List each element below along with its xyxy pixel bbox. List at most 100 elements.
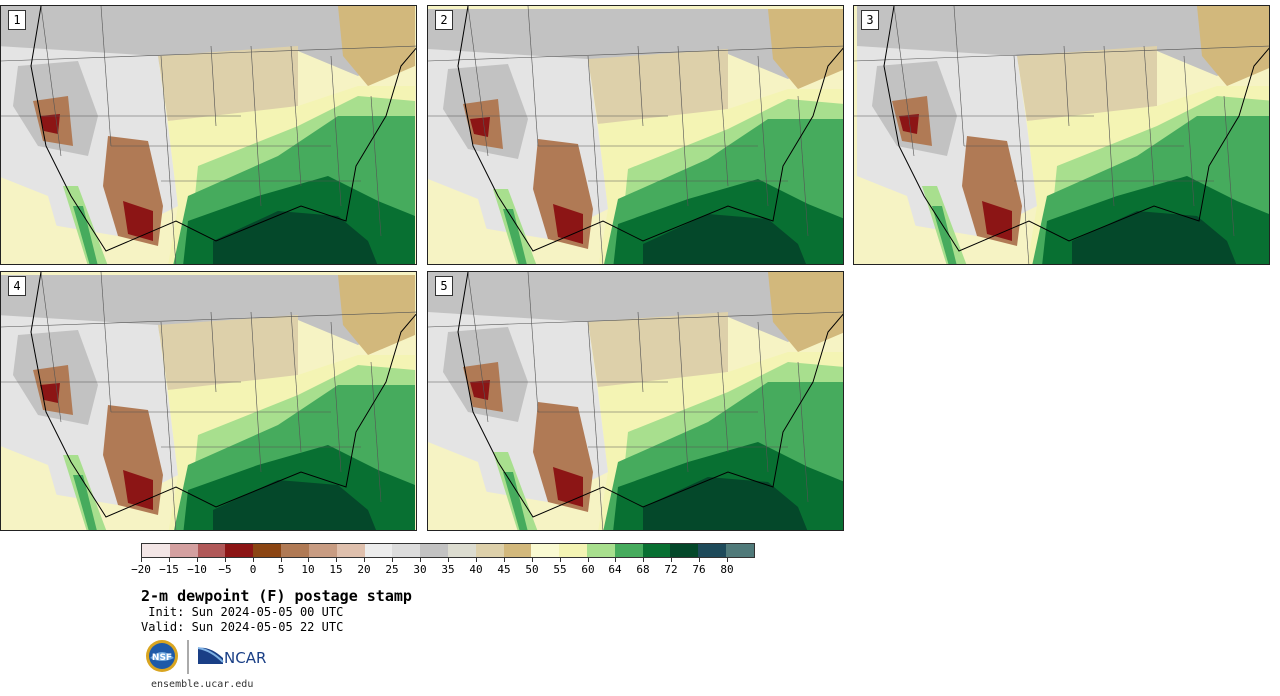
website-url: ensemble.ucar.edu [151, 679, 254, 690]
member-label: 1 [8, 10, 26, 30]
init-time: Init: Sun 2024-05-05 00 UTC [141, 605, 344, 619]
colorbar-tick-label: −10 [187, 563, 207, 576]
dewpoint-region [1017, 46, 1157, 121]
dewpoint-region [899, 114, 919, 134]
colorbar-tick-label: 80 [720, 563, 734, 576]
state-boundary [100, 6, 112, 147]
state-boundary [100, 272, 112, 413]
dewpoint-region [768, 272, 843, 352]
colorbar-tick [253, 558, 254, 562]
state-boundary [677, 45, 689, 207]
colorbar-tick [169, 558, 170, 562]
state-boundary [893, 6, 915, 157]
colorbar-tick-label: 20 [357, 563, 371, 576]
dewpoint-region [123, 201, 153, 241]
dewpoint-region [1, 177, 68, 264]
dewpoint-region [503, 472, 528, 530]
colorbar-swatch [281, 544, 309, 557]
ensemble-member-map-5: 5 [427, 271, 844, 531]
colorbar-tick-label: 76 [692, 563, 706, 576]
state-boundary [428, 311, 843, 328]
state-boundary [637, 311, 644, 393]
colorbar-swatch [475, 544, 504, 557]
colorbar-swatch [225, 544, 254, 557]
state-boundary [210, 311, 217, 393]
state-boundary [637, 45, 644, 127]
state-boundary [160, 321, 177, 530]
colorbar-swatch [447, 544, 476, 557]
colorbar-tick [671, 558, 672, 562]
state-boundary [527, 272, 539, 413]
colorbar-tick-label: 5 [277, 563, 285, 576]
state-boundary [370, 95, 382, 237]
plot-title: 2-m dewpoint (F) postage stamp [141, 587, 412, 605]
coastline [457, 272, 843, 518]
colorbar-tick-label: 15 [329, 563, 343, 576]
colorbar-swatch [726, 544, 754, 557]
state-boundary [717, 45, 729, 187]
state-boundary [1063, 45, 1070, 127]
dewpoint-region [932, 206, 957, 264]
colorbar-swatch [364, 544, 393, 557]
colorbar-tick [699, 558, 700, 562]
colorbar-tick-label: 55 [553, 563, 567, 576]
colorbar-tick [308, 558, 309, 562]
state-boundary [160, 55, 177, 264]
dewpoint-map [854, 6, 1269, 264]
colorbar-tick [504, 558, 505, 562]
dewpoint-region [40, 383, 60, 403]
state-boundary [797, 361, 809, 503]
dewpoint-region [428, 442, 498, 530]
colorbar-tick [281, 558, 282, 562]
state-boundary [527, 6, 539, 147]
colorbar-swatch [698, 544, 727, 557]
colorbar-swatch [420, 544, 448, 557]
dewpoint-region [158, 46, 298, 121]
state-boundary [370, 361, 382, 503]
state-boundary [467, 272, 489, 423]
state-boundary [854, 45, 1269, 62]
dewpoint-map [1, 6, 416, 264]
member-label: 4 [8, 276, 26, 296]
colorbar-tick-label: 50 [525, 563, 539, 576]
colorbar-swatch [253, 544, 282, 557]
colorbar-tick-label: 10 [301, 563, 315, 576]
dewpoint-region [503, 209, 527, 264]
dewpoint-map [428, 272, 843, 530]
colorbar-swatch [142, 544, 170, 557]
dewpoint-region [470, 380, 490, 400]
colorbar-tick-label: 72 [664, 563, 678, 576]
state-boundary [587, 321, 604, 530]
ncar-logo-icon: NCAR [197, 647, 266, 667]
dewpoint-region [1072, 211, 1237, 264]
colorbar-tick [615, 558, 616, 562]
colorbar-swatch [531, 544, 560, 557]
valid-time: Valid: Sun 2024-05-05 22 UTC [141, 620, 344, 634]
ensemble-member-map-4: 4 [0, 271, 417, 531]
colorbar-tick-label: 45 [497, 563, 511, 576]
coastline [30, 6, 416, 252]
colorbar-swatch [587, 544, 615, 557]
state-boundary [210, 45, 217, 127]
dewpoint-region [553, 467, 583, 507]
coastline [457, 6, 843, 252]
dewpoint-region [338, 6, 415, 86]
colorbar-tick [336, 558, 337, 562]
nsf-logo-icon: NSF [146, 640, 178, 672]
colorbar-tick-label: 30 [413, 563, 427, 576]
state-boundary [40, 6, 62, 157]
dewpoint-map [1, 272, 416, 530]
colorbar-swatch [197, 544, 226, 557]
dewpoint-region [643, 214, 806, 264]
member-label: 5 [435, 276, 453, 296]
coastline [883, 6, 1269, 252]
dewpoint-colorbar [141, 543, 755, 558]
colorbar-tick [420, 558, 421, 562]
state-boundary [1, 311, 416, 328]
dewpoint-region [553, 204, 583, 244]
colorbar-swatch [169, 544, 198, 557]
dewpoint-region [768, 9, 843, 89]
colorbar-swatch [614, 544, 643, 557]
state-boundary [1103, 45, 1115, 207]
colorbar-tick [197, 558, 198, 562]
